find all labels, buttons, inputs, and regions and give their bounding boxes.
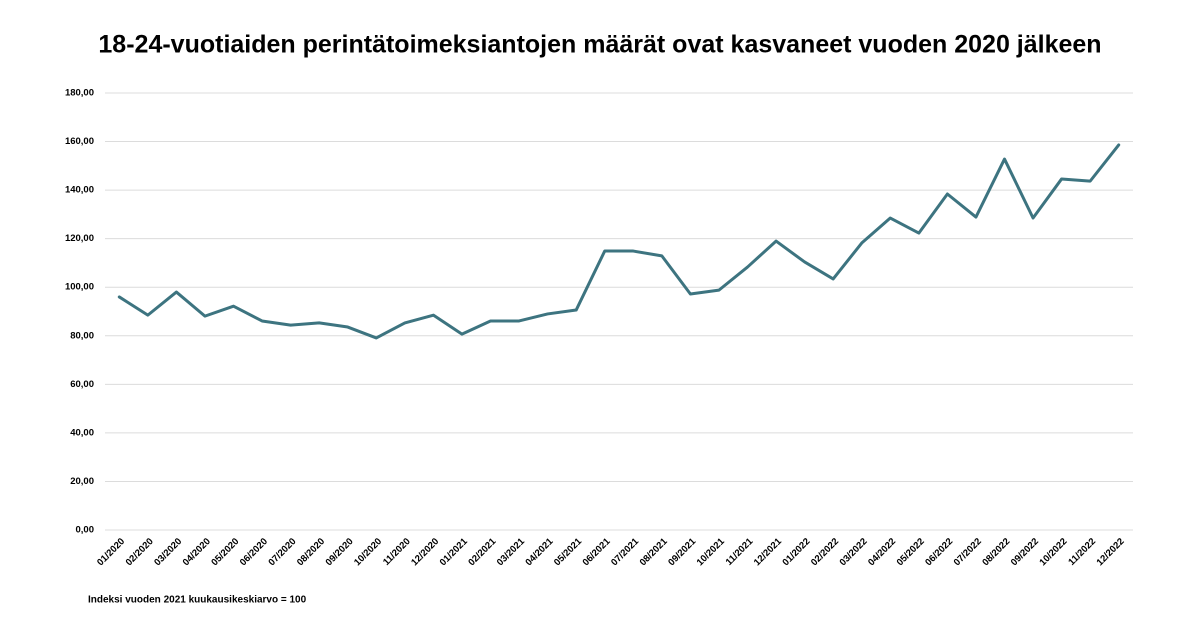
x-tick-label: 08/2021 <box>638 536 671 569</box>
x-tick-label: 05/2020 <box>209 536 241 568</box>
y-tick-label: 20,00 <box>70 476 94 487</box>
x-tick-label: 09/2021 <box>666 536 699 569</box>
x-tick-label: 05/2022 <box>895 536 927 568</box>
x-tick-label: 04/2022 <box>866 536 898 568</box>
y-tick-label: 140,00 <box>65 185 94 196</box>
x-tick-label: 08/2020 <box>295 536 327 568</box>
x-tick-label: 03/2021 <box>495 536 528 569</box>
x-tick-label: 01/2021 <box>438 536 471 569</box>
x-tick-label: 11/2022 <box>1066 536 1098 568</box>
x-tick-label: 12/2021 <box>752 536 785 569</box>
x-tick-label: 10/2022 <box>1037 536 1069 568</box>
x-tick-label: 03/2022 <box>838 536 870 568</box>
x-tick-label: 10/2021 <box>695 536 728 569</box>
x-tick-label: 01/2022 <box>780 536 812 568</box>
y-tick-label: 0,00 <box>76 525 95 536</box>
x-tick-label: 06/2020 <box>238 536 270 568</box>
x-tick-label: 04/2021 <box>523 536 556 569</box>
x-tick-label: 07/2022 <box>952 536 984 568</box>
chart-note: Indeksi vuoden 2021 kuukausikeskiarvo = … <box>88 595 307 606</box>
x-tick-label: 08/2022 <box>980 536 1012 568</box>
x-tick-label: 04/2020 <box>181 536 213 568</box>
data-line <box>117 143 1121 340</box>
x-tick-label: 09/2022 <box>1009 536 1041 568</box>
y-tick-label: 180,00 <box>65 88 94 99</box>
y-tick-label: 120,00 <box>65 233 94 244</box>
x-tick-label: 06/2021 <box>581 536 614 569</box>
x-tick-label: 02/2022 <box>809 536 841 568</box>
y-tick-label: 100,00 <box>65 282 94 293</box>
x-tick-label: 05/2021 <box>552 536 585 569</box>
x-tick-label: 11/2020 <box>381 536 413 568</box>
y-tick-label: 80,00 <box>70 330 94 341</box>
y-tick-label: 160,00 <box>65 136 94 147</box>
x-tick-label: 12/2020 <box>409 536 441 568</box>
x-tick-label: 02/2020 <box>124 536 156 568</box>
x-tick-label: 03/2020 <box>152 536 184 568</box>
x-tick-label: 07/2020 <box>266 536 298 568</box>
x-tick-label: 06/2022 <box>923 536 955 568</box>
x-tick-label: 12/2022 <box>1095 536 1127 568</box>
x-tick-label: 07/2021 <box>609 536 642 569</box>
x-tick-label: 01/2020 <box>95 536 127 568</box>
x-tick-label: 09/2020 <box>324 536 356 568</box>
x-tick-label: 02/2021 <box>466 536 499 569</box>
y-tick-label: 40,00 <box>70 427 94 438</box>
y-tick-label: 60,00 <box>70 379 94 390</box>
x-tick-label: 11/2021 <box>724 536 756 568</box>
x-tick-label: 10/2020 <box>352 536 384 568</box>
chart-title: 18-24-vuotiaiden perintätoimeksiantojen … <box>98 31 1101 59</box>
